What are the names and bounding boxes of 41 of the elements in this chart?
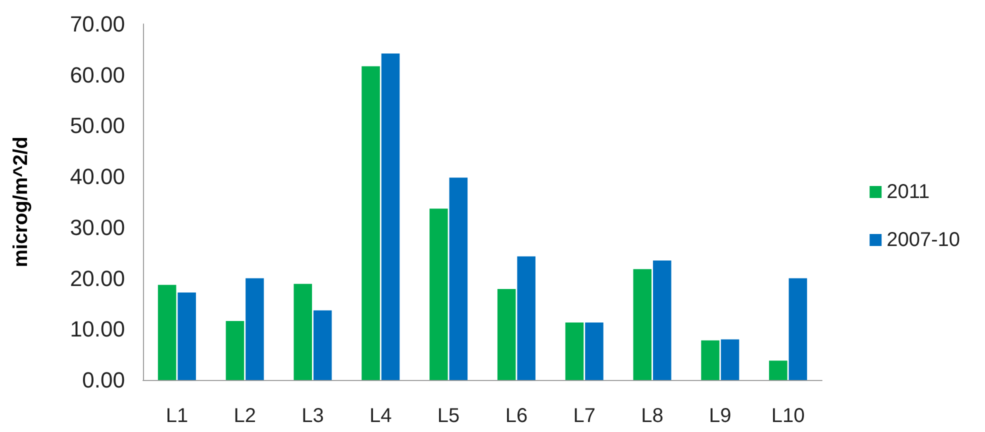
y-tick-label: 30.00 [70, 214, 125, 240]
legend-label: 2007-10 [886, 229, 960, 251]
bar [788, 278, 808, 380]
bar [701, 340, 720, 380]
legend-label: 2011 [886, 181, 930, 203]
bar [430, 208, 448, 380]
y-tick-label: 0.00 [82, 368, 125, 392]
bar [381, 53, 400, 380]
bar [313, 310, 332, 380]
bar [652, 260, 672, 380]
x-tick-label: L8 [641, 405, 664, 427]
bar [497, 288, 516, 380]
x-tick-label: L7 [573, 405, 596, 427]
bar [294, 284, 312, 380]
bar [720, 339, 740, 380]
x-tick-label: L9 [709, 405, 732, 427]
y-tick-label: 10.00 [70, 316, 125, 342]
bar [362, 66, 380, 380]
x-tick-label: L1 [166, 405, 188, 427]
bar [246, 278, 264, 380]
y-axis-title: microg/m^2/d [10, 136, 32, 268]
x-tick-label: L10 [771, 405, 805, 427]
bar [769, 360, 788, 380]
bar [449, 178, 468, 380]
bar [178, 292, 196, 380]
y-tick-label: 70.00 [70, 12, 125, 36]
y-tick-label: 20.00 [70, 266, 125, 291]
y-tick-label: 50.00 [70, 113, 125, 138]
bar [633, 269, 652, 380]
bar [226, 321, 244, 380]
x-tick-label: L3 [302, 405, 324, 427]
x-tick-label: L5 [437, 405, 460, 427]
x-tick-label: L6 [505, 405, 528, 427]
x-tick-label: L2 [234, 405, 256, 427]
bar [517, 256, 536, 380]
bar [565, 322, 584, 380]
y-tick-label: 40.00 [70, 164, 125, 190]
x-tick-label: L4 [370, 405, 392, 427]
bar [158, 284, 176, 380]
bar [585, 322, 604, 380]
y-tick-label: 60.00 [70, 62, 125, 88]
